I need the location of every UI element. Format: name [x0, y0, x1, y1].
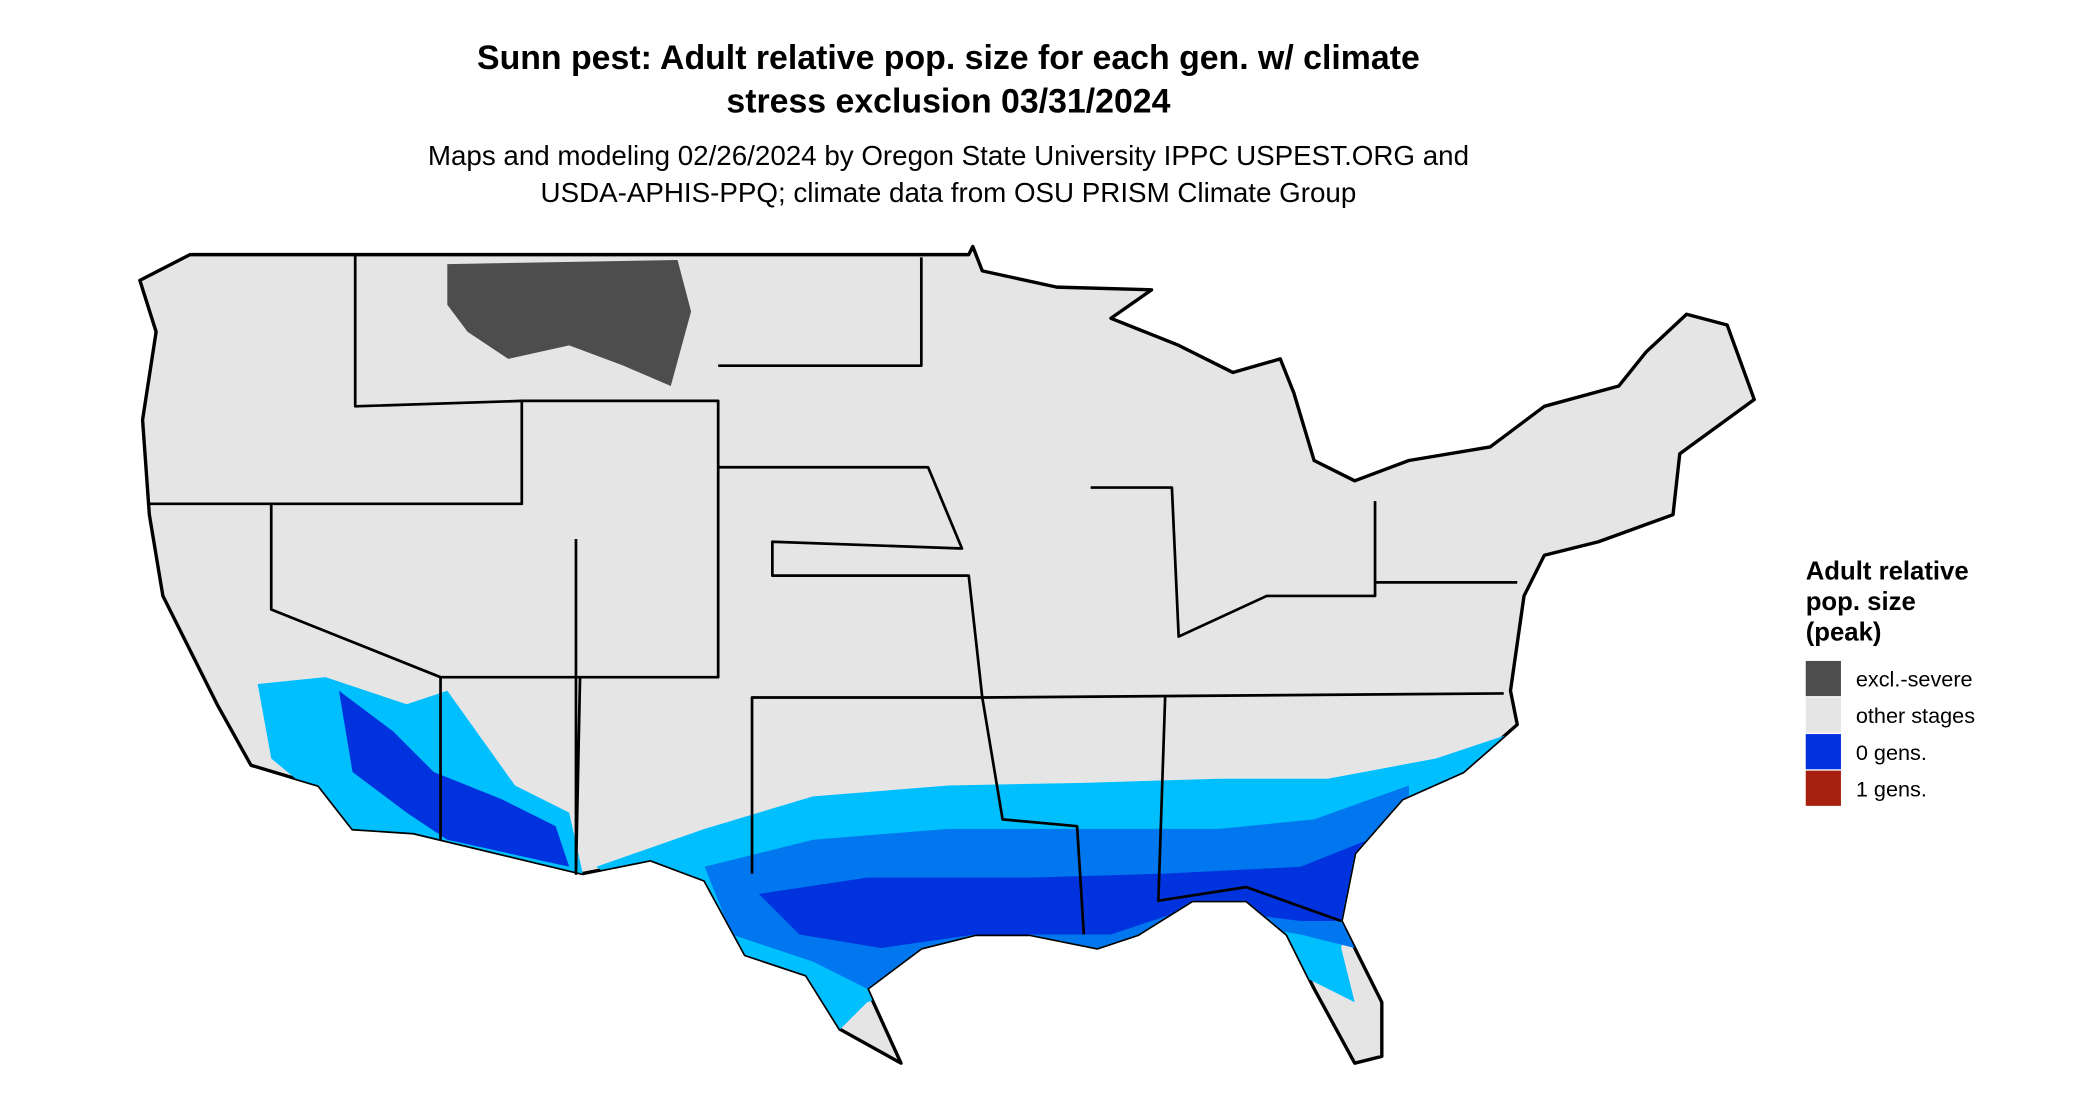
- legend-label: excl.-severe: [1856, 667, 1973, 692]
- dark-blue-west: [338, 690, 570, 867]
- legend-swatch: [1805, 734, 1841, 770]
- state-border: [718, 465, 984, 874]
- legend-label: other stages: [1856, 703, 1975, 728]
- subtitle-line: USDA-APHIS-PPQ; climate data from OSU PR…: [541, 177, 1357, 208]
- state-border: [269, 503, 442, 840]
- us-map: [138, 244, 1756, 1065]
- legend-title-line: Adult relative: [1806, 558, 1969, 586]
- state-border: [149, 399, 720, 679]
- subtitle-line: Maps and modeling 02/26/2024 by Oregon S…: [428, 140, 1469, 171]
- title-line: stress exclusion 03/31/2024: [726, 82, 1170, 120]
- state-border: [982, 692, 1504, 699]
- legend-swatch: [1805, 697, 1841, 733]
- state-borders: [149, 254, 1518, 935]
- legend-label: 1 gens.: [1856, 776, 1927, 801]
- legend-swatch: [1805, 770, 1841, 806]
- titles: Sunn pest: Adult relative pop. size for …: [428, 39, 1469, 208]
- state-border: [980, 697, 1086, 935]
- legend-title-line: (peak): [1806, 619, 1882, 647]
- state-border: [1156, 697, 1342, 923]
- legend-title-line: pop. size: [1806, 588, 1916, 616]
- state-border: [574, 539, 582, 875]
- legend-label: 0 gens.: [1856, 740, 1927, 765]
- state-border: [353, 254, 522, 408]
- state-border: [718, 257, 923, 368]
- dark-blue-region: [758, 839, 1369, 949]
- state-border: [1090, 486, 1377, 638]
- legend-swatch: [1805, 660, 1841, 697]
- title-line: Sunn pest: Adult relative pop. size for …: [477, 39, 1420, 77]
- excluded-region: [447, 260, 692, 386]
